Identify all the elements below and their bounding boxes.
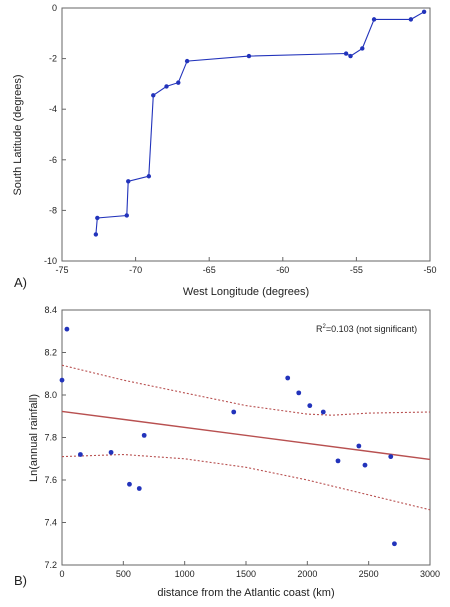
chart-a-frame — [61, 7, 431, 262]
chart-b-points — [59, 326, 397, 547]
chart-0-xtick-label: -50 — [423, 265, 436, 275]
chart-b-ylabel: Ln(annual rainfall) — [28, 394, 40, 482]
chart-1-xtick-label: 2500 — [359, 569, 379, 579]
chart-a-ticks — [61, 7, 431, 262]
chart-0-ytick-label: -2 — [49, 54, 57, 64]
chart-a-point — [95, 215, 100, 221]
chart-a-point — [176, 80, 181, 85]
chart-1-ytick-label: 7.4 — [44, 518, 57, 528]
chart-1-xtick-label: 3000 — [420, 569, 440, 579]
chart-b-point — [362, 462, 368, 468]
chart-0-xtick-label: -65 — [203, 265, 216, 275]
chart-1-ytick-label: 7.8 — [44, 433, 57, 443]
chart-b-fit-lines — [61, 364, 431, 511]
chart-0-ytick-label: -6 — [49, 155, 57, 165]
chart-b-ci-lower — [61, 453, 431, 511]
chart-1-ytick-label: 8.4 — [44, 305, 57, 315]
chart-b-ticks — [61, 309, 431, 566]
chart-a-point — [164, 84, 169, 89]
chart-1-ytick-label: 7.6 — [44, 475, 57, 485]
chart-a: -75 -70 -65 -60 -55 -50 -10 -8 -6 -4 -2 0 West Long… — [12, 3, 437, 298]
chart-b-point — [78, 452, 83, 457]
chart-b-frame — [61, 309, 431, 566]
chart-a-point — [184, 58, 190, 64]
chart-b-point — [307, 403, 313, 409]
chart-a-point — [151, 93, 156, 98]
chart-b-point — [141, 432, 147, 438]
chart-b-ci-upper — [61, 364, 431, 416]
chart-1-ytick-label: 8.2 — [44, 348, 57, 358]
chart-b-point — [392, 541, 397, 547]
chart-0-xtick-label: -70 — [129, 265, 142, 275]
chart-0-xtick-label: -75 — [55, 265, 68, 275]
chart-a-ylabel: South Latitude (degrees) — [12, 74, 24, 195]
chart-a-panel-label: A) — [14, 275, 27, 290]
chart-b-point — [296, 390, 302, 396]
chart-a-point — [126, 179, 131, 184]
chart-0-ytick-label: -8 — [49, 205, 57, 215]
chart-b-point — [231, 409, 237, 415]
chart-0-xtick-label: -60 — [276, 265, 289, 275]
chart-a-xlabel: West Longitude (degrees) — [183, 286, 309, 298]
chart-0-ytick-label: -4 — [49, 104, 57, 114]
chart-1-xtick-label: 2000 — [297, 569, 317, 579]
chart-a-point — [371, 17, 377, 22]
chart-0-ytick-label: 0 — [52, 3, 57, 13]
chart-1-ytick-label: 8.0 — [44, 390, 57, 400]
chart-b: 0 500 1000 1500 2000 2500 3000 7.2 7.4 7.6 7.8 8.0 8… — [14, 305, 440, 599]
chart-b-xlabel: distance from the Atlantic coast (km) — [157, 587, 334, 599]
chart-b-point — [320, 409, 326, 415]
chart-1-xtick-label: 500 — [116, 569, 131, 579]
chart-b-point — [59, 377, 65, 383]
chart-1-xtick-label: 0 — [59, 569, 64, 579]
chart-b-point — [335, 458, 341, 464]
chart-b-r2-annotation: R2=0.103 (not significant) — [316, 324, 417, 334]
chart-a-point — [421, 9, 427, 14]
chart-a-point — [360, 46, 365, 51]
chart-a-point — [146, 174, 152, 179]
chart-1-ytick-label: 7.2 — [44, 560, 57, 570]
chart-1-xtick-label: 1000 — [175, 569, 195, 579]
chart-b-point — [285, 375, 291, 381]
chart-b-point — [356, 443, 362, 449]
chart-b-point — [108, 449, 114, 455]
chart-a-point — [246, 53, 252, 59]
chart-1-xtick-label: 1500 — [236, 569, 256, 579]
chart-a-point — [343, 51, 349, 56]
chart-b-fit-line — [61, 410, 431, 461]
chart-a-point — [93, 232, 99, 237]
chart-b-panel-label: B) — [14, 573, 27, 588]
chart-a-point — [124, 213, 129, 218]
chart-0-xtick-label: -55 — [350, 265, 363, 275]
chart-b-point — [388, 454, 394, 460]
chart-a-tick-labels: -75 -70 -65 -60 -55 -50 -10 -8 -6 -4 -2 0 — [44, 3, 437, 275]
chart-0-ytick-label: -10 — [44, 256, 57, 266]
chart-a-series — [93, 9, 427, 237]
chart-b-point — [136, 486, 142, 491]
chart-a-point — [408, 17, 414, 22]
chart-b-point — [127, 481, 132, 487]
chart-b-point — [64, 326, 70, 332]
chart-a-point — [348, 53, 353, 59]
chart-a-series-line — [95, 11, 425, 235]
chart-b-tick-labels: 0 500 1000 1500 2000 2500 3000 7.2 7.4 7.6 7.8 8.0 8… — [44, 305, 440, 579]
